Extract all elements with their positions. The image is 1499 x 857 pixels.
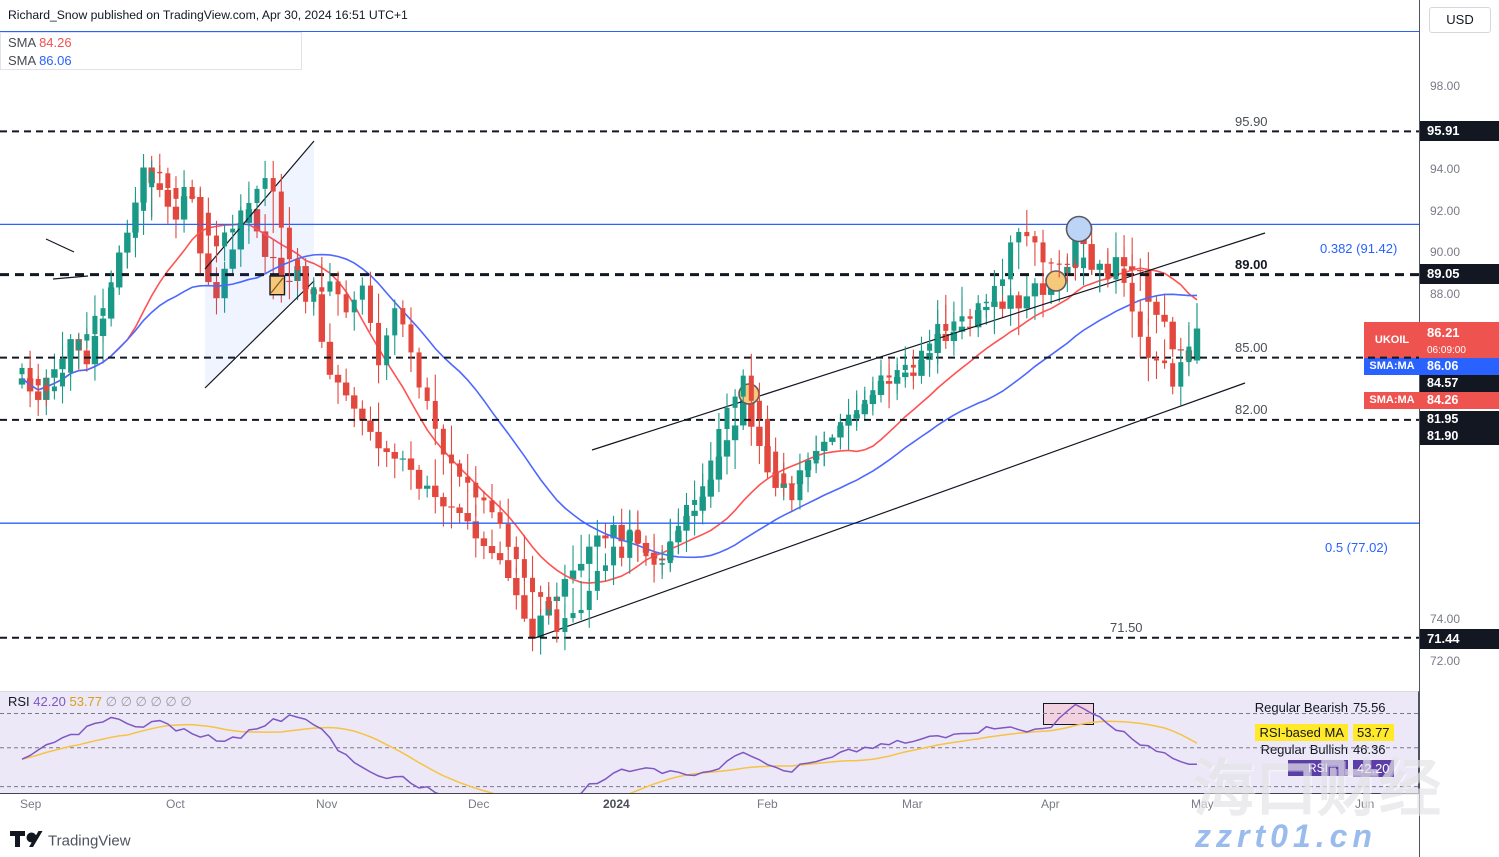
svg-text:TradingView: TradingView bbox=[48, 833, 131, 850]
